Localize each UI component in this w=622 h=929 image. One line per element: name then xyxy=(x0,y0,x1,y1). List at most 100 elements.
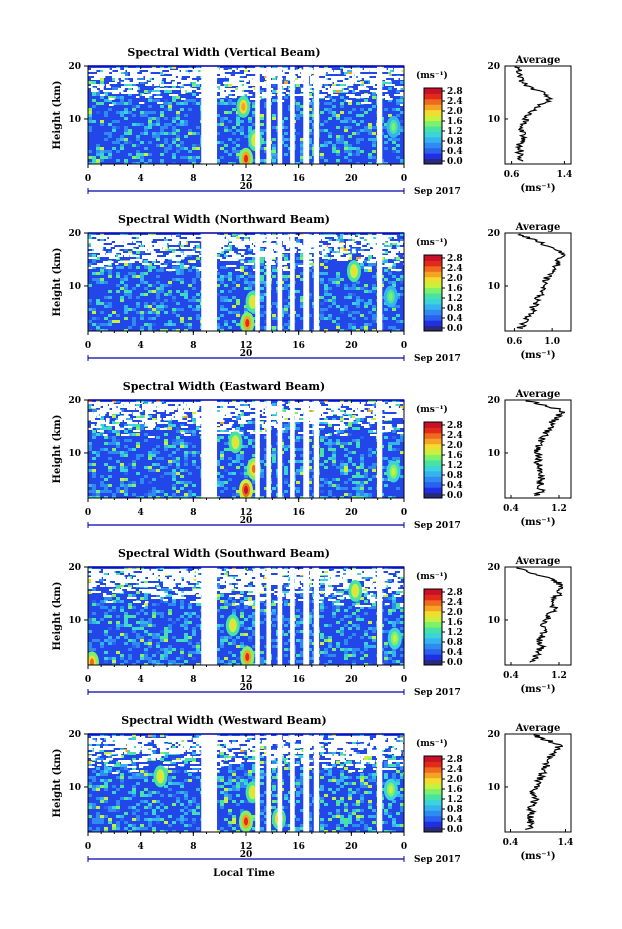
missing-cell xyxy=(226,235,231,237)
missing-cell xyxy=(373,86,380,88)
heatmap-cell xyxy=(180,439,184,442)
heatmap-cell xyxy=(364,481,368,484)
missing-cell xyxy=(145,247,149,249)
missing-cell xyxy=(103,241,112,243)
heatmap-cell xyxy=(368,126,372,129)
heatmap-cell xyxy=(184,567,188,570)
missing-cell xyxy=(148,404,154,406)
heatmap-cell xyxy=(224,284,228,287)
missing-cell xyxy=(88,267,93,269)
missing-cell xyxy=(118,70,126,72)
heatmap-cell xyxy=(260,260,264,263)
heatmap-cell xyxy=(324,144,328,147)
heatmap-cell xyxy=(288,323,292,326)
missing-cell xyxy=(298,68,302,70)
average-x-label: (ms⁻¹) xyxy=(520,183,555,194)
heatmap-cell xyxy=(160,269,164,272)
heatmap-cell xyxy=(144,260,148,263)
missing-cell xyxy=(367,78,376,80)
heatmap-cell xyxy=(216,484,220,487)
missing-cell xyxy=(190,74,195,76)
missing-cell xyxy=(160,76,164,78)
missing-cell xyxy=(187,418,192,420)
missing-cell xyxy=(109,257,114,259)
heatmap-cell xyxy=(236,123,240,126)
missing-cell xyxy=(172,257,182,259)
average-x-tick-label: 0.6 xyxy=(507,337,523,347)
panel-0: Spectral Width (Vertical Beam)0 4 8 12 16 20 0… xyxy=(52,46,572,197)
heatmap-cell xyxy=(188,442,192,445)
colorbar-swatch xyxy=(424,476,442,483)
heatmap-cell xyxy=(240,269,244,272)
heatmap-cell xyxy=(296,132,300,135)
heatmap-cell xyxy=(100,233,104,236)
heatmap-cell xyxy=(172,296,176,299)
heatmap-cell xyxy=(92,162,96,164)
heatmap-cell xyxy=(352,120,356,123)
heatmap-cell xyxy=(188,284,192,287)
missing-cell xyxy=(115,76,120,78)
missing-cell xyxy=(196,404,201,406)
heatmap-cell xyxy=(340,120,344,123)
missing-cell xyxy=(346,237,352,239)
heatmap-cell xyxy=(156,463,160,466)
missing-cell xyxy=(172,82,177,84)
missing-cell xyxy=(115,247,125,249)
heatmap-cell xyxy=(328,96,332,99)
missing-cell xyxy=(151,82,162,84)
heatmap-cell xyxy=(340,236,344,239)
heatmap-cell xyxy=(116,421,120,424)
heatmap-cell xyxy=(100,153,104,156)
missing-cell xyxy=(256,68,264,70)
heatmap-cell xyxy=(320,233,324,236)
missing-cell xyxy=(238,78,248,80)
heatmap-cell xyxy=(264,567,268,570)
heatmap-cell xyxy=(120,466,124,469)
missing-cell xyxy=(247,72,252,74)
missing-cell xyxy=(103,404,108,406)
colorbar-tick-label: 0.8 xyxy=(447,304,463,314)
heatmap-cell xyxy=(92,451,96,454)
missing-cell xyxy=(148,406,157,408)
heatmap-cell xyxy=(332,150,336,153)
missing-cell xyxy=(163,243,167,245)
heatmap-cell xyxy=(348,248,352,251)
heatmap-cell xyxy=(168,132,172,135)
missing-cell xyxy=(142,239,153,241)
missing-cell xyxy=(388,416,393,418)
heatmap-cell xyxy=(180,281,184,284)
heatmap-cell xyxy=(120,296,124,299)
missing-cell xyxy=(106,418,110,420)
missing-cell xyxy=(283,235,289,237)
heatmap-cell xyxy=(176,114,180,117)
heatmap-cell xyxy=(324,290,328,293)
average-x-tick-label: 1.2 xyxy=(551,504,567,514)
heatmap-cell xyxy=(384,317,388,320)
heatmap-cell xyxy=(400,576,404,579)
missing-cell xyxy=(139,261,143,263)
average-y-tick-label: 20 xyxy=(487,62,500,72)
heatmap-cell xyxy=(124,108,128,111)
heatmap-cell xyxy=(184,99,188,102)
heatmap-cell xyxy=(348,135,352,138)
heatmap-cell xyxy=(360,138,364,141)
missing-cell xyxy=(94,76,101,78)
heatmap-cell xyxy=(168,454,172,457)
data-gap xyxy=(377,400,383,498)
x-tick-label: 8 xyxy=(190,341,196,351)
missing-cell xyxy=(295,418,300,420)
heatmap-cell xyxy=(308,293,312,296)
missing-cell xyxy=(319,237,325,239)
missing-cell xyxy=(232,408,236,410)
heatmap-cell xyxy=(156,305,160,308)
missing-cell xyxy=(397,414,404,416)
heatmap-cell xyxy=(172,424,176,427)
heatmap-cell xyxy=(240,472,244,475)
heatmap-cell xyxy=(348,69,352,72)
heatmap-cell xyxy=(352,153,356,156)
heatmap-cell xyxy=(320,311,324,314)
heatmap-cell xyxy=(336,466,340,469)
heatmap-cell xyxy=(108,457,112,460)
heatmap-cell xyxy=(236,415,240,418)
month-label: Sep 2017 xyxy=(414,521,461,531)
